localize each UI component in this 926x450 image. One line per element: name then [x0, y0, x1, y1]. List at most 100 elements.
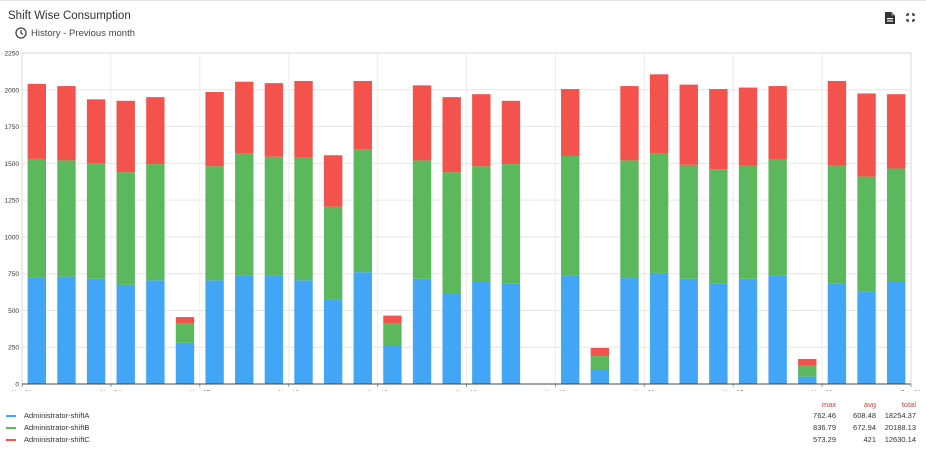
bar-segment [857, 176, 876, 292]
bar-segment [353, 80, 372, 150]
bar-segment [57, 86, 76, 161]
bar-segment [561, 155, 580, 276]
y-tick-label: 250 [8, 345, 19, 352]
bar-segment [620, 278, 639, 384]
x-tick-label: Nov 04 [101, 390, 122, 391]
bar-segment [412, 160, 432, 279]
bar-segment [501, 164, 521, 284]
bar-segment [442, 172, 461, 294]
widget-toolbar [885, 12, 916, 24]
bar-segment [146, 164, 165, 281]
bar-segment [590, 347, 610, 357]
legend-series-name: Administrator-shiftC [24, 435, 90, 444]
bar-segment [116, 100, 135, 173]
y-tick-label: 1500 [5, 161, 20, 168]
bar-segment [146, 97, 165, 165]
bar-segment [649, 272, 669, 384]
bar-segment [798, 358, 817, 366]
y-tick-label: 0 [15, 382, 19, 389]
bar-segment [383, 345, 402, 384]
top-divider [0, 0, 926, 1]
bars [27, 74, 906, 384]
bar-segment [827, 165, 847, 284]
bar-segment [57, 276, 76, 384]
bar-segment [827, 283, 847, 384]
widget-title: Shift Wise Consumption [8, 10, 131, 22]
bar-segment [857, 93, 876, 177]
legend-series-name: Administrator-shiftB [24, 423, 90, 432]
bar-segment [501, 100, 521, 165]
legend-total-value: 20188.13 [884, 423, 916, 432]
bar-segment [294, 280, 313, 384]
bar-segment [679, 164, 698, 279]
bar-segment [620, 86, 639, 161]
bar-segment [86, 163, 106, 279]
bar-segment [323, 299, 343, 384]
bar-segment [86, 99, 106, 164]
x-tick-label: Dec 01 [901, 390, 922, 391]
bar-segment [205, 280, 224, 384]
legend-avg-value: 672.94 [853, 423, 876, 432]
bar-segment [27, 158, 47, 278]
x-tick-label: Nov 13 [367, 390, 388, 391]
y-tick-label: 1250 [5, 198, 20, 205]
bar-segment [768, 275, 787, 384]
bar-segment [738, 278, 758, 384]
x-tick-label: Nov 10 [278, 390, 299, 391]
history-period[interactable]: History - Previous month [15, 27, 135, 39]
x-tick-label: Nov 22 [634, 390, 655, 391]
bar-segment [27, 277, 47, 384]
bar-segment [235, 153, 254, 276]
history-label: History - Previous month [31, 27, 136, 39]
bar-segment [561, 89, 580, 156]
bar-segment [679, 84, 698, 165]
y-tick-label: 750 [8, 271, 19, 278]
y-tick-label: 2000 [5, 87, 20, 94]
bar-segment [205, 166, 224, 281]
pdf-download-icon[interactable] [885, 12, 895, 24]
bar-segment [264, 275, 284, 384]
y-tick-label: 500 [8, 308, 19, 315]
bar-segment [294, 157, 313, 281]
bar-segment [709, 283, 728, 384]
legend-row-shiftA[interactable]: Administrator-shiftA 762.46 608.48 18254… [0, 410, 926, 422]
bar-segment [590, 356, 610, 371]
legend-total-header: total [901, 400, 916, 409]
legend-max-header: max [821, 400, 836, 409]
legend-avg-value: 608.48 [853, 411, 876, 420]
x-tick-label: Nov 19 [545, 390, 566, 391]
bar-segment [412, 278, 432, 384]
bar-segment [827, 80, 847, 166]
legend-max-value: 836.79 [813, 423, 836, 432]
bar-segment [649, 153, 669, 273]
bar-segment [472, 281, 491, 384]
legend-row-shiftB[interactable]: Administrator-shiftB 836.79 672.94 20188… [0, 422, 926, 434]
legend-max-value: 573.29 [813, 435, 836, 444]
legend-swatch [6, 415, 16, 417]
y-tick-label: 2250 [5, 51, 20, 58]
fullscreen-icon[interactable] [905, 12, 916, 23]
legend-swatch [6, 439, 16, 441]
legend-max-value: 762.46 [813, 411, 836, 420]
bar-segment [264, 83, 284, 157]
bar-segment [768, 159, 787, 276]
bar-segment [175, 342, 195, 384]
bar-segment [501, 283, 521, 384]
bar-segment [27, 83, 47, 159]
bar-segment [116, 172, 135, 285]
legend-total-value: 12630.14 [884, 435, 916, 444]
bar-segment [323, 155, 343, 207]
bar-segment [472, 166, 491, 282]
bar-segment [798, 376, 817, 384]
stacked-bar-chart: 0 250 500 750 1000 1250 1500 1750 2000 2250 Nov 01… [5, 51, 922, 392]
bar-segment [620, 160, 639, 279]
bar-segment [294, 80, 313, 158]
bar-segment [798, 365, 817, 377]
bar-segment [205, 91, 224, 167]
legend-avg-header: avg [863, 400, 876, 409]
bar-segment [649, 74, 669, 154]
y-tick-label: 1000 [5, 234, 20, 241]
legend-row-shiftC[interactable]: Administrator-shiftC 573.29 421 12630.14 [0, 434, 926, 446]
x-tick-label: Nov 01 [12, 390, 33, 391]
x-tick-label: Nov 25 [723, 390, 744, 391]
